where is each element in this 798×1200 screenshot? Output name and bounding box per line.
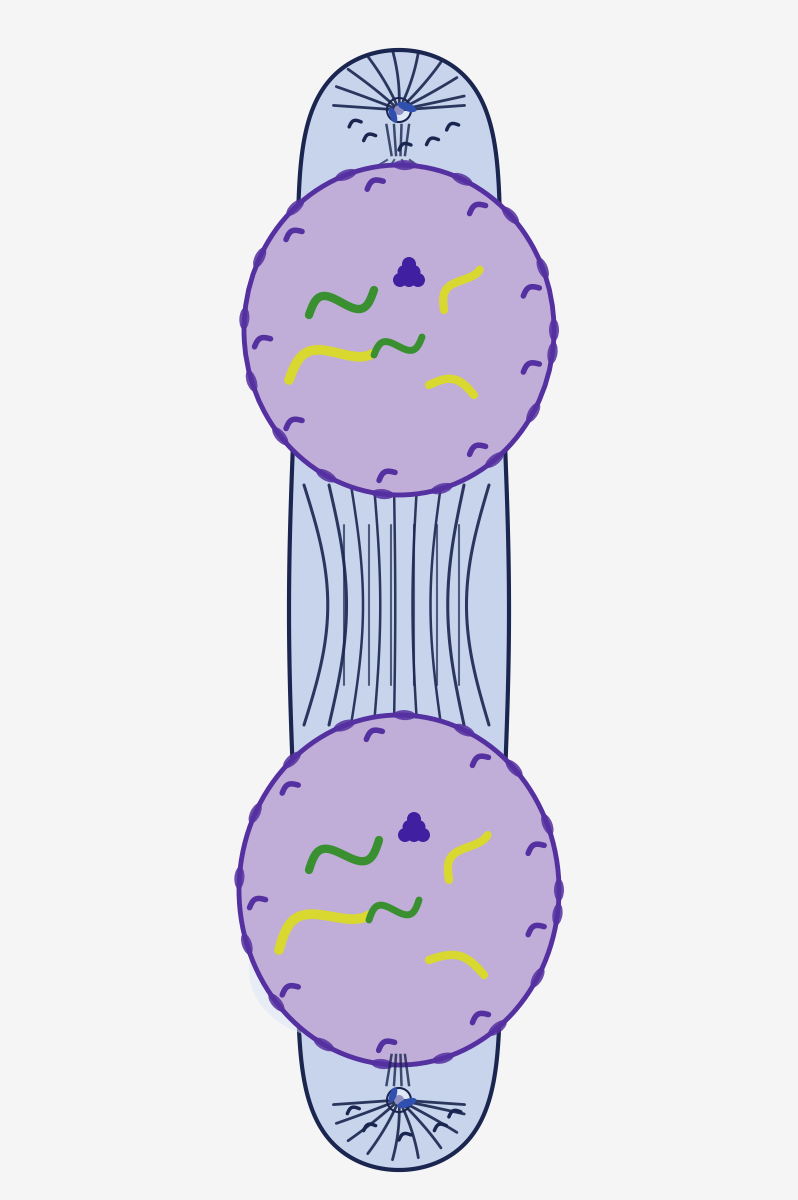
Ellipse shape (554, 878, 564, 901)
Ellipse shape (488, 1020, 507, 1036)
Ellipse shape (389, 1087, 397, 1103)
Ellipse shape (547, 342, 558, 364)
Circle shape (393, 272, 407, 287)
Ellipse shape (389, 107, 397, 122)
Ellipse shape (549, 319, 559, 341)
Ellipse shape (485, 452, 504, 468)
Ellipse shape (526, 403, 540, 422)
Circle shape (416, 828, 430, 842)
Ellipse shape (433, 1052, 454, 1064)
Ellipse shape (431, 482, 452, 494)
Circle shape (407, 828, 421, 842)
Circle shape (387, 1088, 411, 1112)
Ellipse shape (239, 715, 559, 1066)
Ellipse shape (371, 1058, 393, 1069)
Ellipse shape (235, 866, 244, 889)
Ellipse shape (397, 102, 417, 112)
Circle shape (412, 820, 425, 834)
Ellipse shape (541, 814, 554, 835)
Ellipse shape (452, 173, 472, 186)
Ellipse shape (531, 967, 544, 988)
Circle shape (407, 812, 421, 826)
Circle shape (402, 272, 416, 287)
Ellipse shape (246, 371, 258, 391)
Ellipse shape (286, 199, 304, 216)
Polygon shape (289, 50, 509, 1170)
Ellipse shape (239, 307, 250, 330)
Ellipse shape (314, 1038, 334, 1051)
Circle shape (394, 104, 404, 115)
Ellipse shape (334, 720, 355, 732)
Circle shape (397, 265, 412, 278)
Ellipse shape (393, 160, 416, 170)
Ellipse shape (249, 803, 262, 823)
Ellipse shape (283, 751, 301, 768)
Ellipse shape (272, 427, 288, 445)
Ellipse shape (397, 1098, 417, 1108)
Circle shape (402, 820, 417, 834)
Ellipse shape (536, 258, 549, 278)
Ellipse shape (249, 900, 429, 1040)
Circle shape (411, 272, 425, 287)
Ellipse shape (241, 934, 253, 955)
Circle shape (387, 98, 411, 122)
Circle shape (406, 265, 421, 278)
Ellipse shape (316, 469, 336, 482)
Ellipse shape (454, 724, 474, 737)
Circle shape (402, 257, 416, 271)
Circle shape (398, 828, 412, 842)
Ellipse shape (253, 247, 267, 268)
Circle shape (394, 1094, 404, 1105)
Ellipse shape (393, 710, 416, 720)
Ellipse shape (372, 488, 393, 499)
Ellipse shape (244, 164, 554, 494)
Ellipse shape (268, 994, 284, 1012)
Ellipse shape (506, 760, 523, 778)
Ellipse shape (335, 169, 357, 181)
Ellipse shape (502, 206, 519, 224)
Ellipse shape (552, 904, 563, 925)
